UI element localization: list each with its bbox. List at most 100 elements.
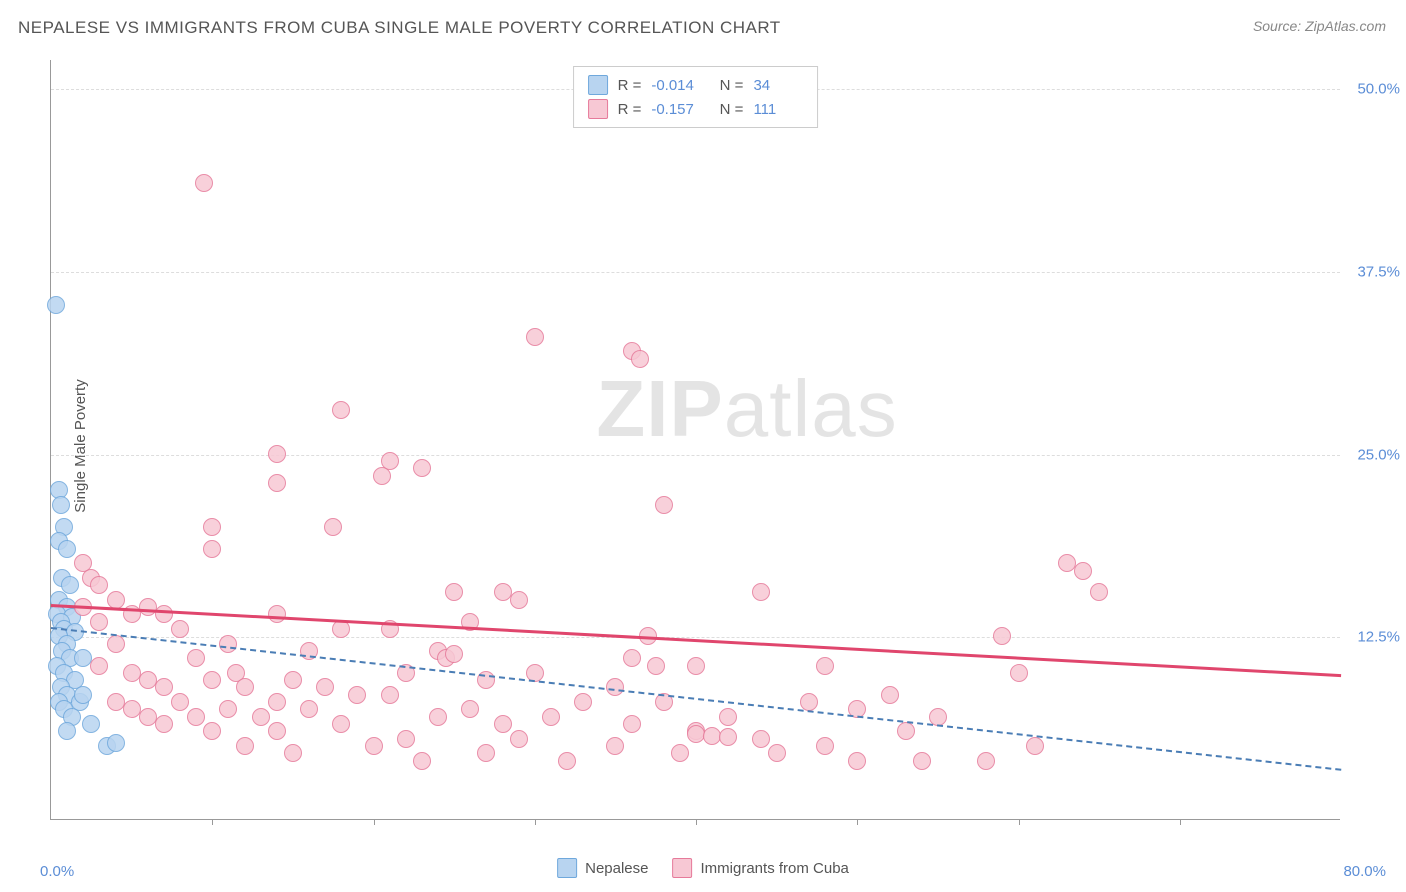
watermark-prefix: ZIP [596,364,723,453]
scatter-point [719,708,737,726]
scatter-point [461,700,479,718]
scatter-point [203,518,221,536]
scatter-point [58,540,76,558]
scatter-point [816,657,834,675]
scatter-point [477,744,495,762]
scatter-point [606,737,624,755]
legend-swatch [673,858,693,878]
scatter-point [752,730,770,748]
scatter-point [881,686,899,704]
watermark: ZIPatlas [596,363,897,455]
scatter-point [203,722,221,740]
scatter-point [155,715,173,733]
legend-swatch [588,99,608,119]
scatter-point [897,722,915,740]
scatter-point [977,752,995,770]
scatter-point [574,693,592,711]
scatter-point [187,708,205,726]
legend-series-label: Immigrants from Cuba [701,860,849,877]
scatter-point [171,693,189,711]
scatter-point [252,708,270,726]
legend-n-value: 34 [753,77,803,94]
scatter-point [1090,583,1108,601]
legend-n-label: N = [711,101,743,118]
legend-series-label: Nepalese [585,860,648,877]
legend-r-value: -0.014 [651,77,701,94]
scatter-point [219,635,237,653]
scatter-point [47,296,65,314]
legend-series-item: Nepalese [557,858,648,878]
legend-stats-row: R = -0.157 N = 111 [588,97,804,121]
x-tick [1180,819,1181,825]
chart-title: NEPALESE VS IMMIGRANTS FROM CUBA SINGLE … [18,18,781,38]
scatter-point [429,708,447,726]
scatter-point [171,620,189,638]
scatter-point [58,722,76,740]
legend-stats-row: R = -0.014 N = 34 [588,73,804,97]
scatter-point [284,744,302,762]
legend-series: Nepalese Immigrants from Cuba [557,858,849,878]
scatter-point [107,591,125,609]
scatter-point [510,730,528,748]
legend-r-value: -0.157 [651,101,701,118]
x-tick [374,819,375,825]
scatter-point [332,401,350,419]
legend-stats: R = -0.014 N = 34 R = -0.157 N = 111 [573,66,819,128]
scatter-point [236,737,254,755]
y-tick-label: 25.0% [1357,446,1400,463]
plot-area: ZIPatlas R = -0.014 N = 34 R = -0.157 N = 111… [50,60,1340,820]
x-tick [535,819,536,825]
scatter-point [316,678,334,696]
scatter-point [155,605,173,623]
scatter-point [284,671,302,689]
scatter-point [816,737,834,755]
scatter-point [542,708,560,726]
scatter-point [52,496,70,514]
scatter-point [800,693,818,711]
scatter-point [203,671,221,689]
scatter-point [236,678,254,696]
gridline [51,455,1340,456]
gridline [51,272,1340,273]
scatter-point [90,657,108,675]
scatter-point [1010,664,1028,682]
scatter-point [687,657,705,675]
source-label: Source: ZipAtlas.com [1253,18,1386,34]
scatter-point [332,715,350,733]
scatter-point [445,583,463,601]
scatter-point [413,752,431,770]
scatter-point [187,649,205,667]
scatter-point [90,576,108,594]
scatter-point [993,627,1011,645]
legend-swatch [588,75,608,95]
legend-n-label: N = [711,77,743,94]
scatter-point [373,467,391,485]
y-tick-label: 12.5% [1357,629,1400,646]
legend-series-item: Immigrants from Cuba [673,858,849,878]
legend-n-value: 111 [753,101,803,118]
x-tick [1019,819,1020,825]
legend-r-label: R = [618,77,642,94]
scatter-point [526,328,544,346]
scatter-point [1074,562,1092,580]
scatter-point [155,678,173,696]
scatter-point [74,686,92,704]
x-tick [696,819,697,825]
scatter-point [324,518,342,536]
scatter-point [268,445,286,463]
scatter-point [107,734,125,752]
x-origin-label: 0.0% [40,863,74,880]
legend-r-label: R = [618,101,642,118]
scatter-point [195,174,213,192]
correlation-chart: NEPALESE VS IMMIGRANTS FROM CUBA SINGLE … [0,0,1406,892]
scatter-point [1026,737,1044,755]
scatter-point [494,715,512,733]
scatter-point [381,686,399,704]
scatter-point [445,645,463,663]
scatter-point [203,540,221,558]
scatter-point [300,700,318,718]
scatter-point [671,744,689,762]
x-tick [212,819,213,825]
scatter-point [558,752,576,770]
scatter-point [623,649,641,667]
